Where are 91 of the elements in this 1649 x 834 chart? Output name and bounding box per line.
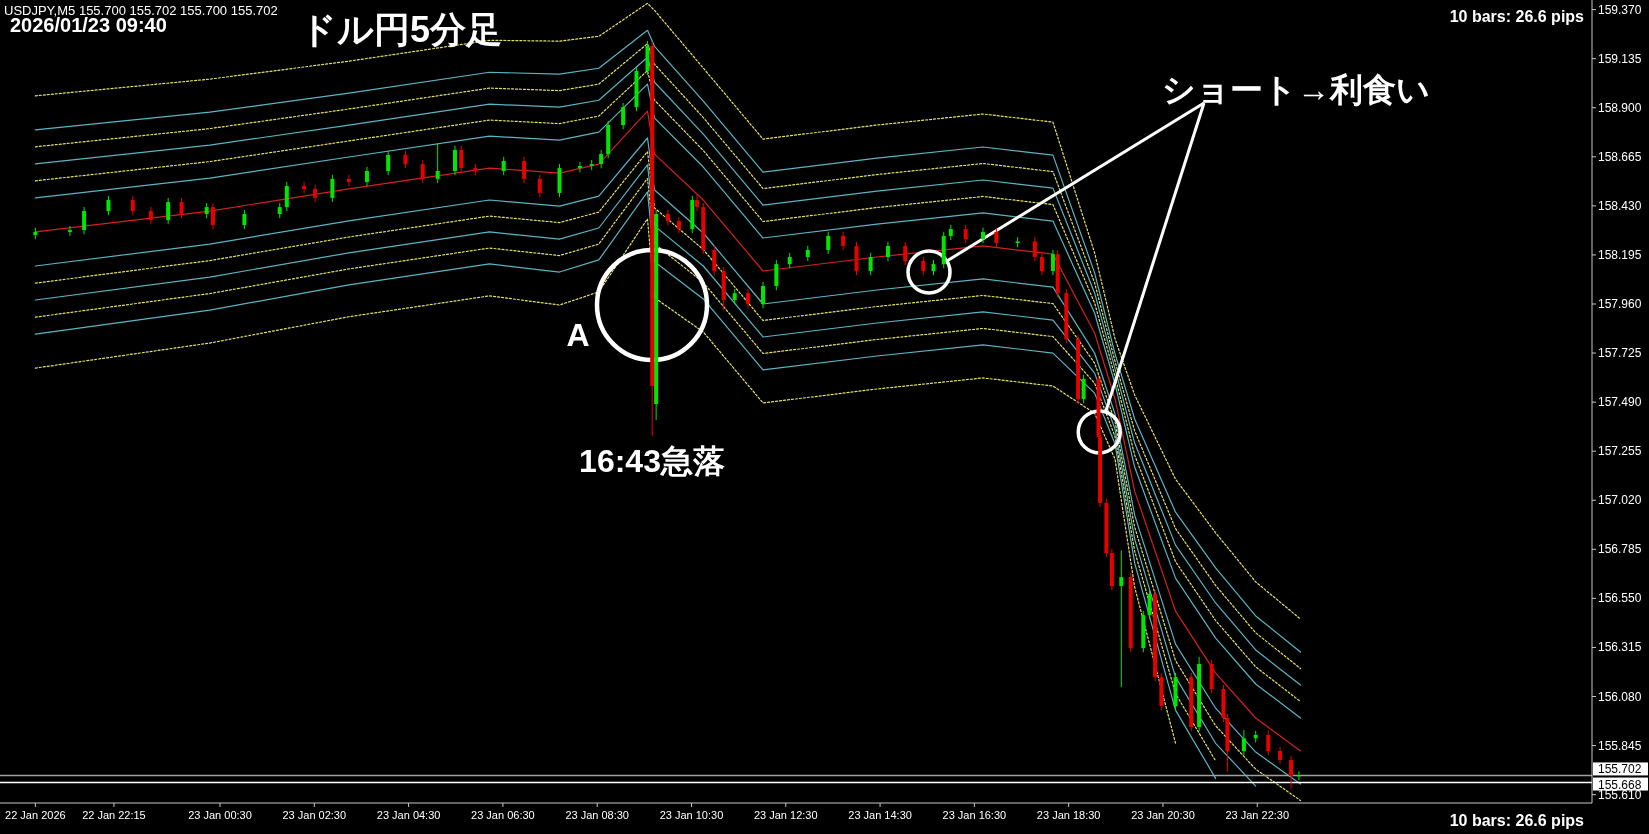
candlestick [346, 174, 351, 187]
candlestick [130, 195, 135, 216]
candlestick [577, 161, 582, 173]
x-tick-label: 23 Jan 18:30 [1036, 809, 1101, 821]
candlestick [148, 206, 153, 225]
candlestick [1241, 729, 1246, 756]
candlestick [242, 209, 247, 230]
candlestick [537, 174, 542, 198]
y-tick-label: 158.665 [1598, 149, 1642, 164]
x-tick-label: 23 Jan 20:30 [1131, 809, 1195, 821]
x-tick-label: 23 Jan 14:30 [848, 809, 912, 821]
x-tick-label: 23 Jan 12:30 [753, 809, 818, 821]
candlestick [599, 149, 604, 169]
candlestick [313, 184, 318, 203]
candlestick [1296, 770, 1301, 781]
y-tick-label: 159.135 [1598, 51, 1642, 66]
chart-title: ドル円5分足 [300, 9, 503, 50]
x-tick-label: 23 Jan 16:30 [942, 809, 1007, 821]
candlestick [166, 197, 171, 225]
candlestick [694, 194, 699, 212]
candlestick [761, 281, 765, 309]
candlestick [1050, 249, 1055, 276]
candlestick [364, 166, 369, 187]
candlestick [826, 231, 831, 255]
candlestick [665, 209, 670, 226]
y-tick-label: 157.490 [1598, 395, 1642, 410]
x-tick-label: 23 Jan 00:30 [188, 809, 252, 821]
x-tick-label: 23 Jan 02:30 [282, 809, 347, 821]
candlestick [452, 145, 457, 176]
y-tick-label: 158.195 [1598, 247, 1642, 262]
x-tick-label: 22 Jan 2026 [5, 809, 66, 821]
text: 10 bars: 26.6 pips [1449, 812, 1585, 829]
x-tick-label: 22 Jan 22:15 [82, 809, 146, 821]
candlestick [82, 206, 87, 235]
y-tick-label: 158.430 [1598, 198, 1642, 213]
x-tick-label: 23 Jan 10:30 [659, 809, 724, 821]
y-tick-label: 157.725 [1598, 346, 1642, 361]
candlestick [963, 224, 968, 244]
y-tick-label: 156.785 [1598, 542, 1642, 557]
candlestick [386, 150, 391, 176]
annotation: USDJPY,M5 155.700 155.702 155.700 155.702 [4, 3, 278, 18]
annotation: 10 bars: 26.6 pips [1449, 8, 1585, 25]
y-tick-label: 157.960 [1598, 297, 1642, 311]
candlestick [841, 231, 846, 251]
candlestick [868, 252, 873, 276]
x-tick-label: 23 Jan 06:30 [471, 809, 535, 821]
candlestick [981, 227, 986, 244]
ref-line-label: 155.702 [1598, 762, 1642, 777]
candlestick [1278, 746, 1283, 765]
candlestick [302, 181, 307, 194]
annotation: 16:43急落 [579, 443, 725, 479]
candlestick [522, 156, 527, 184]
x-tick-label: 23 Jan 04:30 [376, 809, 441, 821]
candlestick [1147, 589, 1152, 620]
candlestick [1032, 236, 1037, 262]
candlestick [1039, 252, 1044, 276]
candlestick [420, 159, 425, 184]
y-tick-label: 156.080 [1598, 689, 1642, 704]
annotation: ショート→利食い [1162, 71, 1430, 108]
y-tick-label: 158.900 [1598, 100, 1642, 115]
candlestick [621, 102, 626, 130]
y-tick-label: 156.550 [1598, 591, 1642, 606]
candlestick [921, 256, 926, 276]
y-tick-label: 157.255 [1598, 444, 1642, 459]
candlestick [1081, 374, 1086, 404]
candlestick [712, 245, 717, 276]
candlestick [459, 145, 464, 173]
candlestick [994, 227, 999, 248]
candlestick [746, 288, 751, 309]
candlestick [501, 156, 506, 176]
y-tick-label: 156.315 [1598, 640, 1642, 655]
candlestick [774, 259, 779, 291]
y-tick-label: 157.020 [1598, 493, 1642, 508]
candlestick [1119, 549, 1124, 688]
candlestick [210, 202, 215, 230]
candlestick [179, 197, 184, 219]
x-tick-label: 23 Jan 08:30 [565, 809, 630, 821]
candlestick [885, 241, 890, 262]
candlestick [676, 216, 681, 234]
candlestick [330, 174, 335, 203]
candlestick [284, 181, 289, 212]
candlestick [1289, 755, 1294, 789]
candlestick [903, 241, 908, 266]
candlestick [1266, 730, 1271, 756]
y-tick-label: 159.370 [1598, 2, 1642, 17]
x-tick-label: 23 Jan 22:30 [1225, 809, 1290, 821]
candlestick [435, 142, 440, 184]
candlestick [106, 195, 111, 216]
candlestick [67, 225, 72, 237]
annotation: A [566, 317, 590, 353]
y-tick-label: 155.845 [1598, 738, 1642, 753]
